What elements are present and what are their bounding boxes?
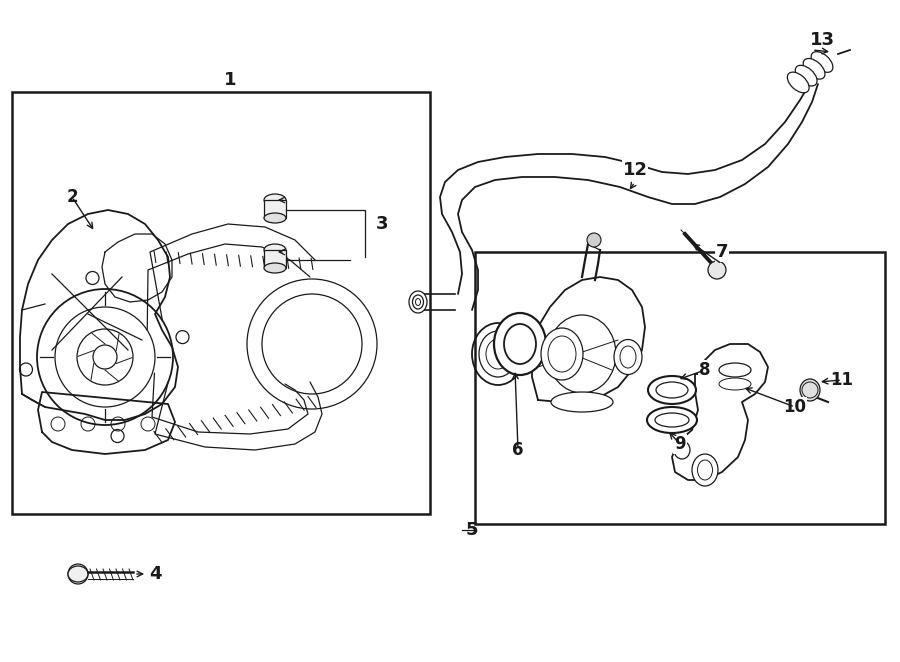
Text: 13: 13 <box>809 31 834 49</box>
Text: 3: 3 <box>376 215 388 233</box>
Ellipse shape <box>788 72 809 93</box>
Ellipse shape <box>800 379 820 401</box>
Text: 9: 9 <box>674 435 686 453</box>
Ellipse shape <box>692 454 718 486</box>
Ellipse shape <box>264 263 286 273</box>
Ellipse shape <box>674 441 690 459</box>
Bar <box>264 250 286 268</box>
Ellipse shape <box>656 382 688 398</box>
Ellipse shape <box>472 323 524 385</box>
Ellipse shape <box>648 376 696 404</box>
Text: 1: 1 <box>224 71 236 89</box>
Ellipse shape <box>796 66 817 86</box>
Text: 8: 8 <box>699 361 711 379</box>
Ellipse shape <box>264 213 286 223</box>
Ellipse shape <box>264 244 286 256</box>
Text: 10: 10 <box>784 398 806 416</box>
Text: 2: 2 <box>67 188 77 206</box>
Ellipse shape <box>541 328 583 380</box>
Ellipse shape <box>409 291 427 313</box>
Ellipse shape <box>68 566 88 582</box>
Ellipse shape <box>803 58 825 79</box>
Text: 7: 7 <box>716 243 728 261</box>
Ellipse shape <box>551 392 613 412</box>
Text: 4: 4 <box>148 565 161 583</box>
Ellipse shape <box>811 52 832 72</box>
Circle shape <box>68 564 88 584</box>
Circle shape <box>708 261 726 279</box>
Ellipse shape <box>614 340 642 375</box>
Ellipse shape <box>655 413 689 427</box>
Bar <box>475 252 885 524</box>
Text: 5: 5 <box>466 521 478 539</box>
Ellipse shape <box>647 407 697 433</box>
Bar <box>264 200 286 218</box>
Text: 11: 11 <box>831 371 853 389</box>
Ellipse shape <box>504 324 536 364</box>
Circle shape <box>587 233 601 247</box>
Text: 12: 12 <box>623 161 647 179</box>
Ellipse shape <box>264 194 286 206</box>
Ellipse shape <box>494 313 546 375</box>
Text: 6: 6 <box>512 441 524 459</box>
Bar <box>12 92 430 514</box>
